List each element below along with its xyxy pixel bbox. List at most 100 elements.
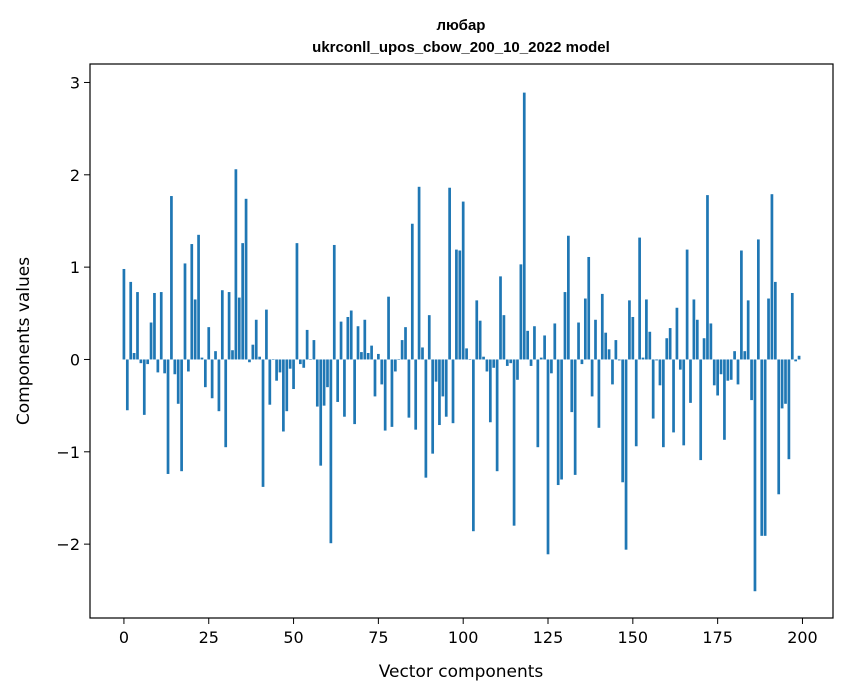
bar bbox=[343, 359, 346, 417]
bar bbox=[404, 327, 407, 360]
bar bbox=[163, 359, 166, 374]
bar bbox=[682, 359, 686, 446]
bar bbox=[153, 292, 156, 360]
bar bbox=[685, 249, 689, 360]
bar bbox=[726, 359, 730, 381]
bar bbox=[790, 292, 794, 360]
bar bbox=[339, 321, 343, 360]
bar bbox=[706, 195, 709, 360]
bar bbox=[580, 359, 584, 365]
bar bbox=[773, 281, 777, 360]
bar bbox=[129, 281, 133, 360]
bar bbox=[750, 359, 753, 401]
bar bbox=[448, 187, 451, 360]
bar bbox=[550, 359, 553, 374]
bar bbox=[183, 263, 187, 360]
bar bbox=[458, 250, 462, 360]
bar bbox=[563, 292, 567, 360]
bar bbox=[224, 359, 228, 448]
bar bbox=[577, 322, 580, 360]
bar bbox=[780, 359, 784, 409]
bar bbox=[407, 359, 411, 418]
bar bbox=[488, 359, 492, 423]
bar bbox=[319, 359, 323, 466]
bar bbox=[438, 359, 441, 426]
bar bbox=[509, 359, 513, 364]
bar bbox=[387, 296, 390, 360]
x-tick-label: 0 bbox=[119, 628, 129, 647]
bar bbox=[617, 359, 621, 361]
bar bbox=[475, 300, 479, 360]
bar bbox=[692, 299, 696, 360]
bar bbox=[746, 300, 750, 360]
bar bbox=[258, 356, 261, 360]
bar bbox=[241, 243, 245, 360]
bar bbox=[193, 299, 197, 360]
bar bbox=[424, 359, 428, 478]
x-tick-label: 175 bbox=[702, 628, 733, 647]
bar bbox=[760, 359, 764, 536]
y-tick-label: −2 bbox=[56, 535, 80, 554]
bar bbox=[478, 320, 482, 360]
bar bbox=[699, 359, 703, 461]
bar bbox=[268, 359, 272, 405]
bar bbox=[539, 357, 543, 360]
bar bbox=[777, 359, 781, 495]
bar bbox=[377, 353, 380, 360]
bar bbox=[665, 338, 669, 360]
x-axis-label: Vector components bbox=[379, 662, 544, 682]
bar bbox=[298, 359, 302, 365]
bar bbox=[455, 249, 458, 360]
bar bbox=[190, 244, 194, 360]
bar bbox=[634, 359, 638, 447]
y-tick-label: −1 bbox=[56, 443, 80, 462]
bar bbox=[227, 292, 231, 360]
bar bbox=[556, 359, 560, 486]
bar bbox=[203, 359, 207, 388]
bar bbox=[495, 359, 499, 472]
bar bbox=[736, 359, 740, 385]
bar bbox=[180, 359, 183, 472]
y-axis-label: Components values bbox=[14, 257, 34, 425]
bar bbox=[573, 359, 577, 475]
bar bbox=[309, 359, 312, 360]
bar bbox=[641, 357, 645, 360]
bar bbox=[356, 326, 360, 360]
bar bbox=[275, 359, 278, 381]
bar bbox=[207, 327, 211, 360]
bar bbox=[594, 319, 597, 360]
bar bbox=[176, 359, 180, 404]
bar bbox=[427, 315, 431, 360]
bar bbox=[197, 234, 200, 360]
bar bbox=[156, 359, 160, 373]
bar bbox=[651, 359, 655, 419]
bar bbox=[757, 239, 760, 360]
bar bbox=[366, 353, 370, 360]
bar bbox=[797, 355, 801, 360]
bar bbox=[672, 359, 675, 433]
bar bbox=[519, 264, 523, 360]
bar bbox=[536, 359, 540, 448]
bar bbox=[695, 319, 699, 360]
x-tick-label: 200 bbox=[787, 628, 818, 647]
bar bbox=[139, 359, 143, 364]
bar bbox=[658, 359, 662, 386]
bar bbox=[282, 359, 285, 432]
x-tick-label: 100 bbox=[448, 628, 479, 647]
bar bbox=[248, 359, 251, 363]
bar bbox=[590, 359, 594, 397]
bar bbox=[560, 359, 563, 480]
y-tick-label: 2 bbox=[70, 166, 80, 185]
bar bbox=[716, 359, 719, 396]
bar bbox=[733, 351, 736, 360]
bar bbox=[220, 290, 224, 360]
bar bbox=[346, 316, 350, 360]
bar bbox=[546, 359, 550, 555]
bar bbox=[265, 309, 268, 360]
bar bbox=[214, 351, 217, 360]
bar bbox=[526, 330, 530, 360]
bar bbox=[349, 310, 353, 360]
bar bbox=[397, 359, 401, 360]
ticks-group: 0 25 50 75 100 125 150 175 200 −2 −1 0 1 2 3 bbox=[56, 73, 817, 647]
